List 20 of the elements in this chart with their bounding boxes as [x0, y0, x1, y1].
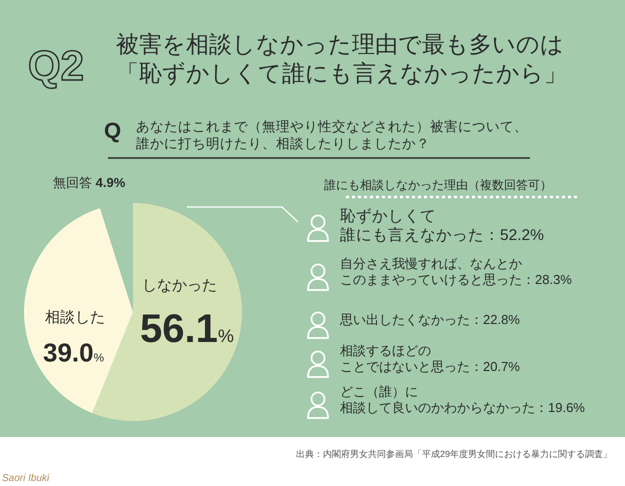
- slice-label: 相談した: [45, 309, 105, 326]
- text: Saori Ibuki: [2, 473, 50, 484]
- data-label: 56.1%: [140, 307, 234, 351]
- text: 自分さえ我慢すれば、なんとかこのままやっていけると思った：28.3%: [340, 256, 572, 287]
- text: Q2: [28, 42, 84, 89]
- text: 恥ずかしくて誰にも言えなかった：52.2%: [340, 207, 544, 244]
- text: あなたはこれまで（無理やり性交などされた）被害について、誰かに打ち明けたり、相談したりしましたか？: [136, 119, 528, 151]
- text: どこ（誰）に相談して良いのかわからなかった：19.6%: [340, 384, 586, 415]
- slice-label: しなかった: [142, 277, 217, 294]
- text: 思い出したくなかった：22.8%: [339, 312, 520, 327]
- data-label: 39.0%: [43, 338, 104, 368]
- slice-label: 無回答: [53, 175, 96, 190]
- source-note: 出典：内閣府男女共同参画局「平成29年度男女間における暴力に関する調査」: [296, 449, 612, 459]
- text: 被害を相談しなかった理由で最も多いのは「恥ずかしくて誰にも言えなかったから」: [116, 31, 567, 86]
- text: 相談するほどのことではないと思った：20.7%: [340, 343, 520, 374]
- pie-slice: [92, 203, 242, 421]
- pie-slice: [24, 208, 133, 414]
- data-label: 4.9%: [96, 175, 126, 190]
- text: Q: [104, 118, 122, 143]
- text: 誰にも相談しなかった理由（複数回答可）: [324, 178, 552, 192]
